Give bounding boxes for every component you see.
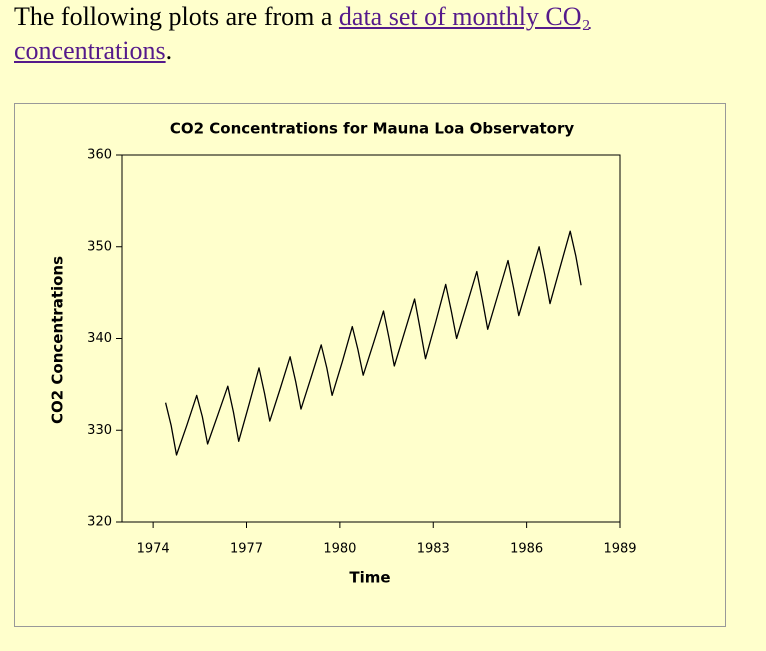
y-axis-label: CO2 Concentrations bbox=[49, 256, 67, 424]
intro-end: . bbox=[165, 36, 173, 65]
intro: The following plots are from a data set … bbox=[14, 0, 714, 68]
x-tick-label: 1980 bbox=[323, 542, 356, 557]
x-tick-label: 1977 bbox=[230, 542, 263, 557]
y-tick-label: 340 bbox=[87, 331, 112, 346]
intro-text: The following plots are from a bbox=[14, 2, 339, 31]
y-tick-label: 360 bbox=[87, 148, 112, 163]
y-tick-label: 320 bbox=[87, 515, 112, 530]
data-line bbox=[164, 230, 582, 456]
chart: CO2 Concentrations for Mauna Loa Observa… bbox=[14, 103, 726, 627]
x-tick-label: 1986 bbox=[510, 542, 543, 557]
plot-area bbox=[121, 154, 621, 523]
x-tick-label: 1974 bbox=[137, 542, 170, 557]
x-tick-label: 1989 bbox=[603, 542, 636, 557]
data-link[interactable]: data set of monthly CO₂ concentrations bbox=[14, 2, 591, 65]
chart-title: CO2 Concentrations for Mauna Loa Observa… bbox=[170, 120, 574, 138]
x-tick-label: 1983 bbox=[417, 542, 450, 557]
x-axis-label: Time bbox=[349, 569, 390, 587]
chart-frame bbox=[14, 103, 726, 627]
y-tick-label: 350 bbox=[87, 239, 112, 254]
y-tick-label: 330 bbox=[87, 423, 112, 438]
